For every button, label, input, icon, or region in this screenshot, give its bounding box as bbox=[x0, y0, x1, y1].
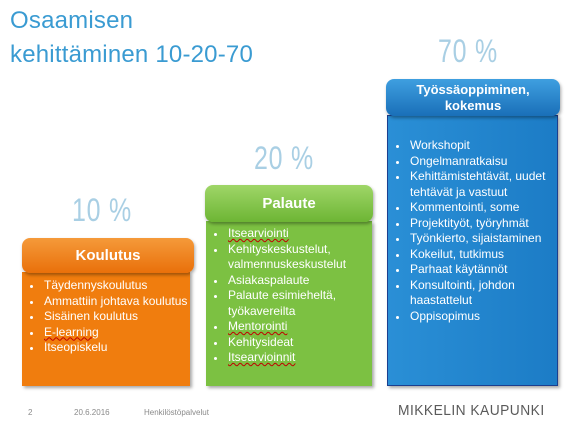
list-item: Workshopit bbox=[408, 138, 557, 154]
percent-palaute: 20 % bbox=[254, 140, 315, 176]
heading-tyossaoppiminen: Työssäoppiminen, kokemus bbox=[386, 79, 560, 116]
list-item: Ammattiin johtava koulutus bbox=[42, 294, 190, 310]
heading-tyossaoppiminen-label: Työssäoppiminen, kokemus bbox=[416, 81, 530, 113]
list-item: Työnkierto, sijaistaminen bbox=[408, 231, 557, 247]
footer-date: 20.6.2016 bbox=[74, 408, 110, 417]
list-item: Kommentointi, some bbox=[408, 200, 557, 216]
list-item: Asiakaspalaute bbox=[226, 273, 372, 289]
slide-number: 2 bbox=[28, 408, 33, 417]
slide-title-line2: kehittäminen 10-20-70 bbox=[10, 41, 254, 68]
footer-department: Henkilöstöpalvelut bbox=[144, 408, 209, 417]
list-item: Kehittämistehtävät, uudet tehtävät ja va… bbox=[408, 169, 557, 200]
list-item: Konsultointi, johdon haastattelut bbox=[408, 278, 557, 309]
list-palaute: Itsearviointi Kehityskeskustelut, valmen… bbox=[206, 221, 372, 386]
list-item: Oppisopimus bbox=[408, 309, 557, 325]
percent-koulutus: 10 % bbox=[72, 192, 133, 228]
heading-koulutus-label: Koulutus bbox=[75, 247, 141, 264]
brand-logo-text: MIKKELIN KAUPUNKI bbox=[398, 402, 545, 419]
list-tyossaoppiminen: Workshopit Ongelmanratkaisu Kehittämiste… bbox=[387, 115, 558, 386]
percent-tyossaoppiminen: 70 % bbox=[438, 33, 499, 69]
list-item: Kokeilut, tutkimus bbox=[408, 247, 557, 263]
list-item: Kehityskeskustelut, valmennuskeskustelut bbox=[226, 242, 372, 273]
heading-palaute: Palaute bbox=[205, 185, 373, 222]
heading-palaute-label: Palaute bbox=[262, 195, 316, 212]
list-item: Itsearviointi bbox=[226, 226, 372, 242]
list-item: Kehitysideat bbox=[226, 335, 372, 351]
list-item: Palaute esimieheltä, työkavereilta bbox=[226, 288, 372, 319]
list-item: Mentorointi bbox=[226, 319, 372, 335]
list-item: Parhaat käytännöt bbox=[408, 262, 557, 278]
list-koulutus: Täydennyskoulutus Ammattiin johtava koul… bbox=[22, 272, 190, 386]
heading-koulutus: Koulutus bbox=[22, 238, 194, 273]
list-item: Ongelmanratkaisu bbox=[408, 154, 557, 170]
list-item: Sisäinen koulutus bbox=[42, 309, 190, 325]
list-item: Projektityöt, työryhmät bbox=[408, 216, 557, 232]
list-item: Itseopiskelu bbox=[42, 340, 190, 356]
list-item: Täydennyskoulutus bbox=[42, 278, 190, 294]
list-item: Itsearvioinnit bbox=[226, 350, 372, 366]
slide-title-line1: Osaamisen bbox=[10, 7, 134, 34]
list-item: E-learning bbox=[42, 325, 190, 341]
slide-title: Osaamisen kehittäminen 10-20-70 bbox=[10, 4, 310, 72]
